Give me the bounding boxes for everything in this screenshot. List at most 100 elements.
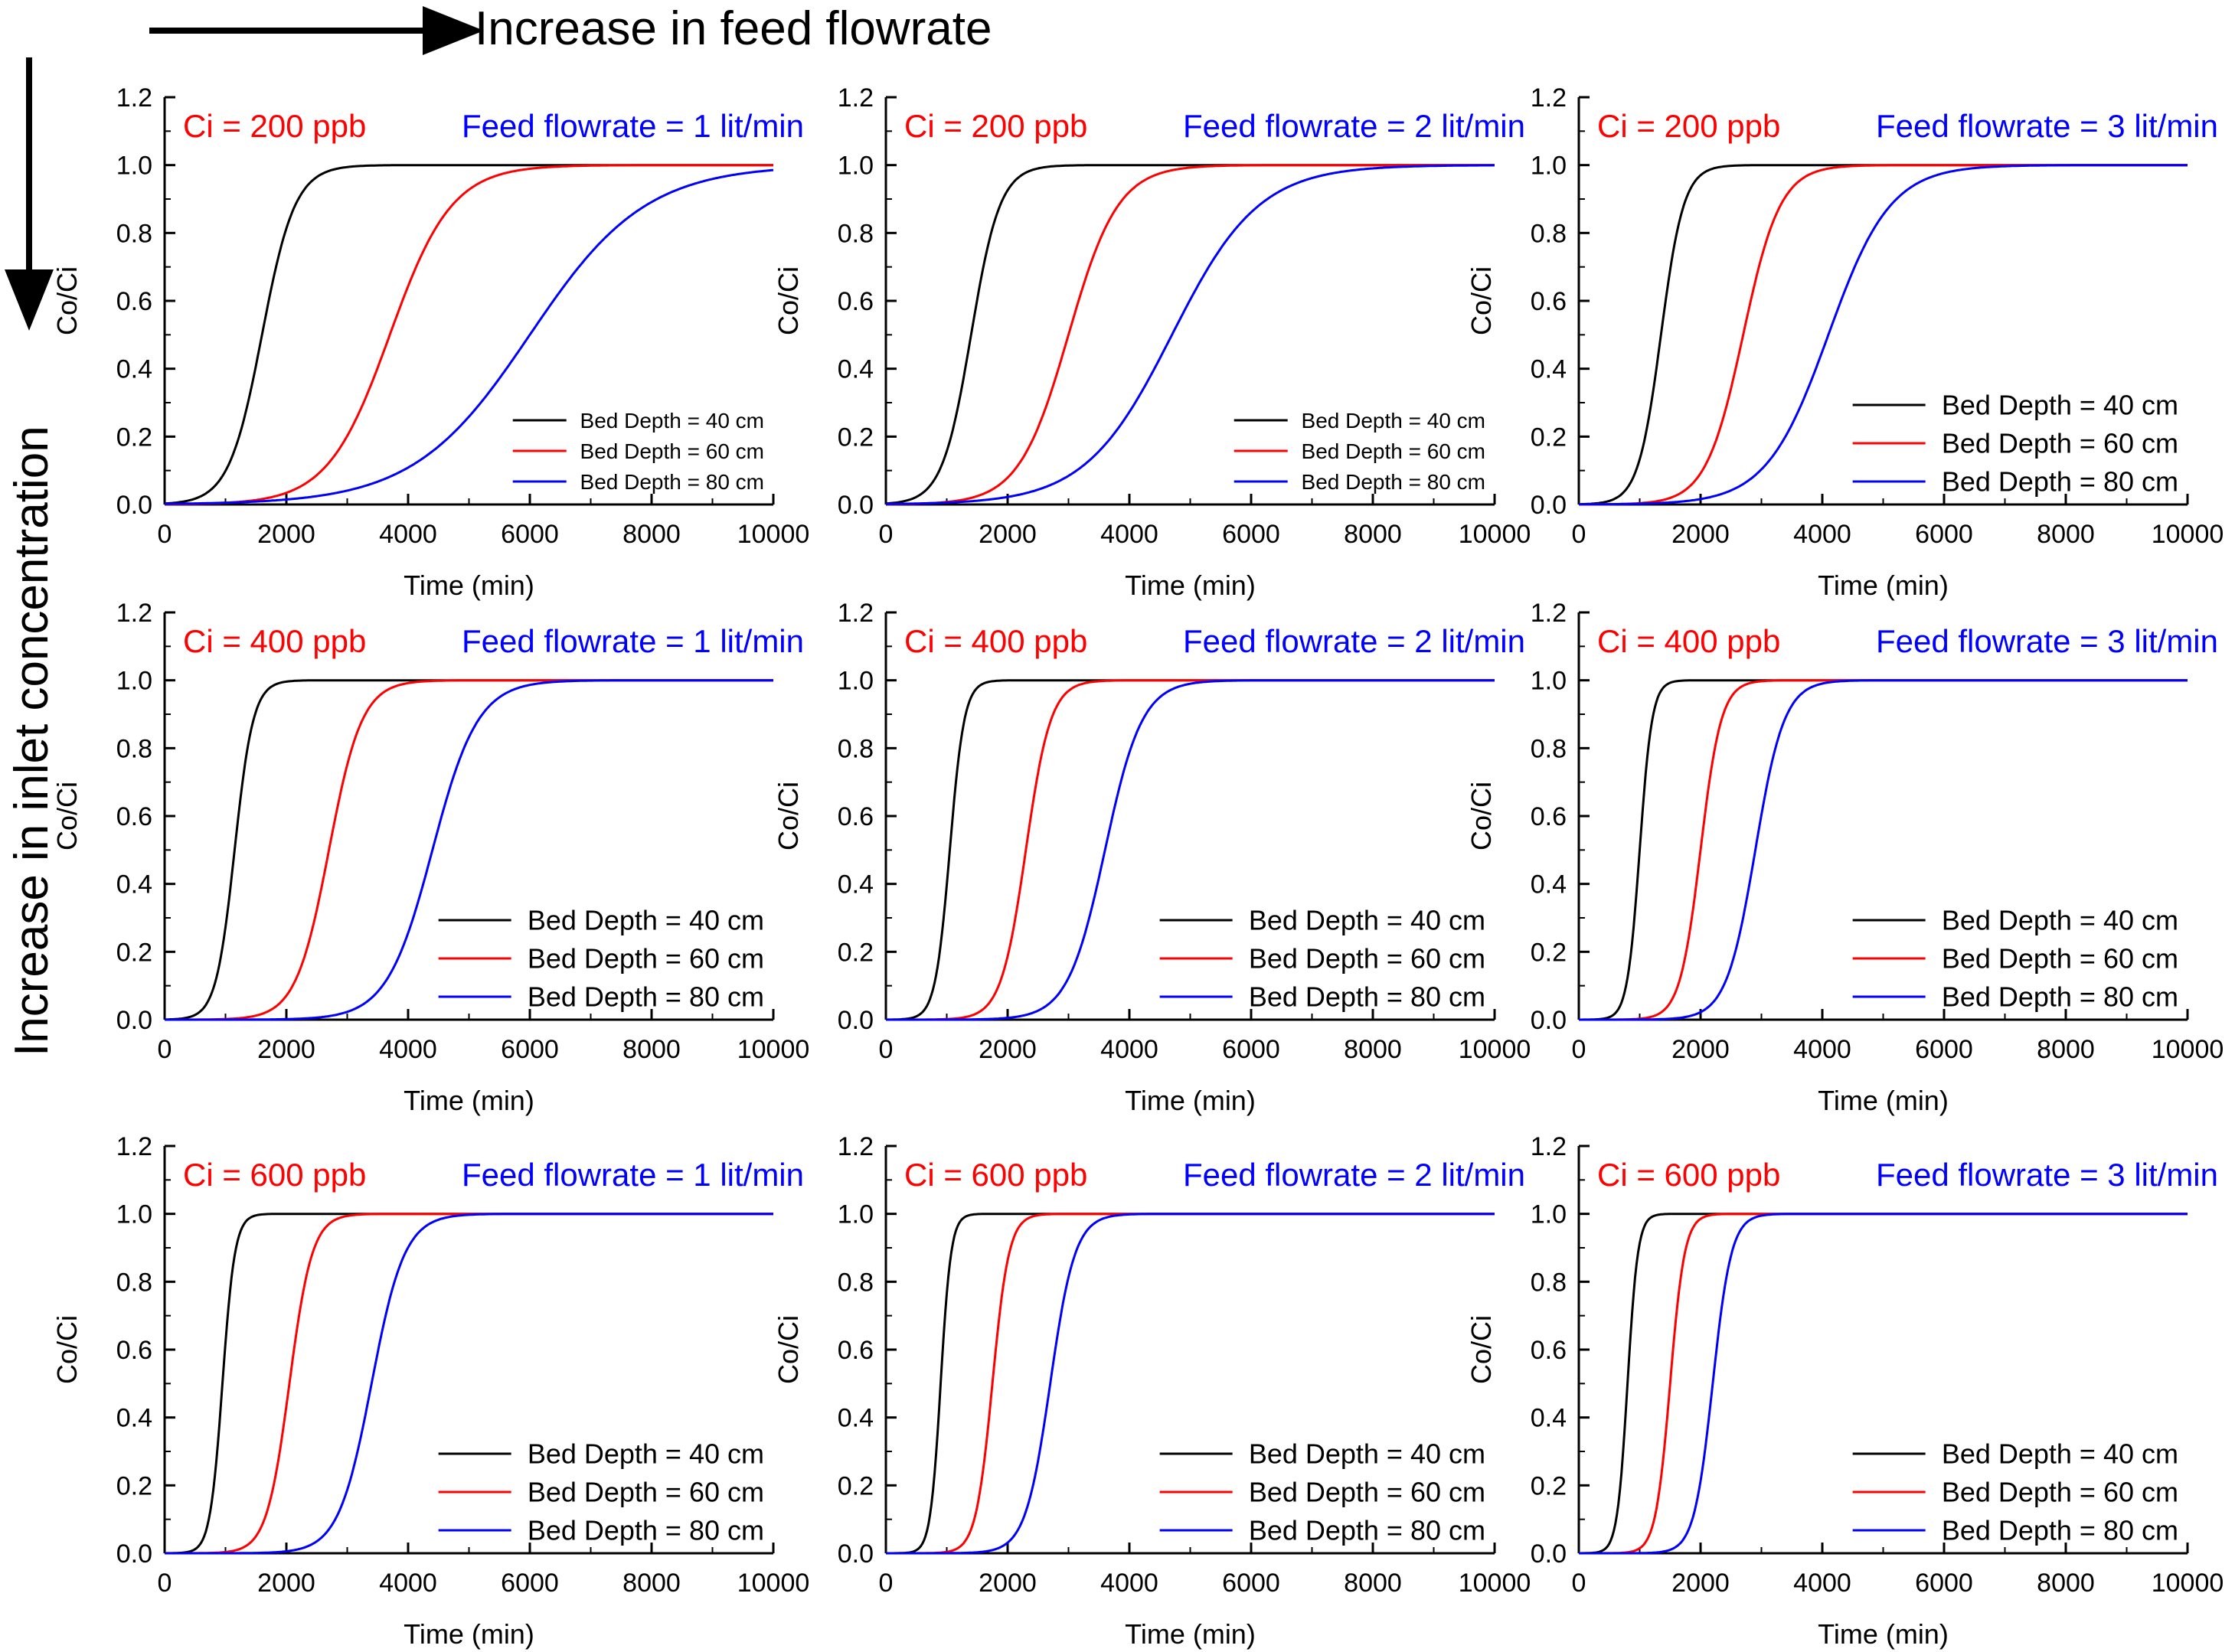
flowrate-label: Feed flowrate = 1 lit/min: [462, 108, 804, 144]
x-tick-label: 10000: [2152, 520, 2224, 549]
legend-label: Bed Depth = 60 cm: [1942, 1477, 2178, 1508]
y-tick-label: 1.0: [116, 1200, 152, 1229]
series-line: [1579, 1213, 2188, 1555]
series-line: [886, 164, 1495, 505]
legend-label: Bed Depth = 40 cm: [1942, 1438, 2178, 1470]
legend-label: Bed Depth = 40 cm: [1302, 409, 1485, 433]
x-tick-label: 10000: [1459, 520, 1531, 549]
panel-grid: 0.0 0.2 0.4 0.6 0.8 1.0 1.2 0 2000 4000 6000 8000 10…: [51, 83, 2224, 1650]
y-tick-label: 1.2: [116, 599, 152, 628]
y-tick-label: 0.0: [838, 1006, 874, 1035]
y-tick-label: 0.2: [116, 423, 152, 452]
legend-label: Bed Depth = 60 cm: [1302, 439, 1485, 463]
y-tick-label: 0.4: [116, 870, 152, 899]
y-tick-label: 0.2: [1531, 1471, 1567, 1500]
x-tick-label: 2000: [1671, 1569, 1730, 1598]
y-tick-label: 0.4: [838, 355, 874, 384]
flowrate-label: Feed flowrate = 2 lit/min: [1183, 108, 1525, 144]
legend-label: Bed Depth = 40 cm: [1249, 1438, 1485, 1470]
legend-label: Bed Depth = 40 cm: [1249, 905, 1485, 936]
legend-label: Bed Depth = 60 cm: [1942, 428, 2178, 459]
x-tick-label: 4000: [1100, 520, 1158, 549]
legend-label: Bed Depth = 80 cm: [1302, 470, 1485, 494]
x-tick-label: 4000: [1793, 1035, 1851, 1064]
y-tick-label: 0.2: [838, 423, 874, 452]
legend-label: Bed Depth = 60 cm: [1249, 1477, 1485, 1508]
y-tick-label: 0.6: [116, 287, 152, 316]
y-tick-label: 1.0: [116, 152, 152, 181]
y-tick-label: 1.2: [838, 1132, 874, 1161]
y-tick-label: 0.8: [838, 1268, 874, 1297]
y-axis-label: Co/Ci: [773, 266, 804, 335]
x-tick-label: 4000: [379, 1035, 437, 1064]
y-axis-label: Co/Ci: [51, 266, 83, 335]
y-tick-label: 1.2: [1531, 1132, 1567, 1161]
x-tick-label: 8000: [622, 1035, 681, 1064]
x-tick-label: 10000: [2152, 1035, 2224, 1064]
y-tick-label: 0.8: [116, 734, 152, 763]
x-tick-label: 0: [158, 520, 172, 549]
y-tick-label: 0.8: [116, 1268, 152, 1297]
y-axis-label: Co/Ci: [1465, 1315, 1497, 1384]
x-axis-label: Time (min): [1125, 1618, 1256, 1650]
legend-label: Bed Depth = 40 cm: [528, 1438, 764, 1470]
legend-label: Bed Depth = 60 cm: [528, 943, 764, 975]
y-tick-label: 1.2: [116, 1132, 152, 1161]
x-axis-label: Time (min): [404, 1085, 534, 1116]
y-tick-label: 0.0: [116, 1539, 152, 1569]
x-tick-label: 2000: [979, 1569, 1037, 1598]
y-tick-label: 0.2: [116, 938, 152, 967]
x-tick-label: 10000: [737, 1569, 810, 1598]
series-line: [165, 1213, 773, 1555]
y-tick-label: 1.0: [116, 667, 152, 696]
y-axis-label: Co/Ci: [773, 782, 804, 850]
flowrate-label: Feed flowrate = 3 lit/min: [1876, 623, 2218, 659]
y-tick-label: 0.4: [116, 355, 152, 384]
x-tick-label: 6000: [1915, 1569, 1973, 1598]
x-tick-label: 6000: [1915, 1035, 1973, 1064]
legend-label: Bed Depth = 80 cm: [1249, 981, 1485, 1013]
chart-panel: 0.0 0.2 0.4 0.6 0.8 1.0 1.2 0 2000 4000 6000 8000 10…: [1465, 83, 2224, 601]
y-tick-label: 0.8: [116, 219, 152, 248]
y-tick-label: 0.2: [1531, 423, 1567, 452]
legend-label: Bed Depth = 40 cm: [528, 905, 764, 936]
legend-label: Bed Depth = 60 cm: [1942, 943, 2178, 975]
x-tick-label: 6000: [1222, 520, 1280, 549]
y-tick-label: 0.6: [1531, 287, 1567, 316]
y-tick-label: 0.2: [838, 1471, 874, 1500]
legend-label: Bed Depth = 80 cm: [580, 470, 764, 494]
ci-label: Ci = 400 ppb: [904, 623, 1087, 659]
legend-label: Bed Depth = 80 cm: [1942, 981, 2178, 1013]
series-line: [165, 168, 774, 505]
legend-label: Bed Depth = 80 cm: [528, 1515, 764, 1546]
ci-label: Ci = 200 ppb: [183, 108, 366, 144]
x-tick-label: 2000: [979, 520, 1037, 549]
flowrate-label: Feed flowrate = 3 lit/min: [1876, 1157, 2218, 1193]
chart-panel: 0.0 0.2 0.4 0.6 0.8 1.0 1.2 0 2000 4000 6000 8000 10…: [51, 599, 809, 1116]
x-tick-label: 2000: [257, 1569, 315, 1598]
legend-label: Bed Depth = 80 cm: [1942, 1515, 2178, 1546]
y-tick-label: 0.2: [838, 938, 874, 967]
chart-panel: 0.0 0.2 0.4 0.6 0.8 1.0 1.2 0 2000 4000 6000 8000 10…: [773, 599, 1531, 1116]
x-tick-label: 6000: [1915, 520, 1973, 549]
series-line: [1579, 679, 2188, 1021]
y-tick-label: 0.4: [1531, 1404, 1567, 1433]
flowrate-label: Feed flowrate = 1 lit/min: [462, 623, 804, 659]
x-tick-label: 6000: [501, 1569, 559, 1598]
x-tick-label: 8000: [2037, 1035, 2095, 1064]
x-tick-label: 2000: [257, 520, 315, 549]
x-axis-label: Time (min): [1818, 570, 1949, 601]
flowrate-label: Feed flowrate = 2 lit/min: [1183, 1157, 1525, 1193]
legend-label: Bed Depth = 40 cm: [1942, 905, 2178, 936]
x-tick-label: 0: [879, 1035, 894, 1064]
y-tick-label: 0.0: [838, 1539, 874, 1569]
series-line: [886, 1213, 1495, 1555]
legend-label: Bed Depth = 60 cm: [580, 439, 764, 463]
top-arrow-label: Increase in feed flowrate: [475, 2, 992, 55]
y-tick-label: 1.2: [116, 83, 152, 113]
y-tick-label: 0.6: [116, 1336, 152, 1365]
y-tick-label: 0.8: [1531, 734, 1567, 763]
ci-label: Ci = 400 ppb: [1597, 623, 1780, 659]
x-tick-label: 0: [1572, 1035, 1586, 1064]
